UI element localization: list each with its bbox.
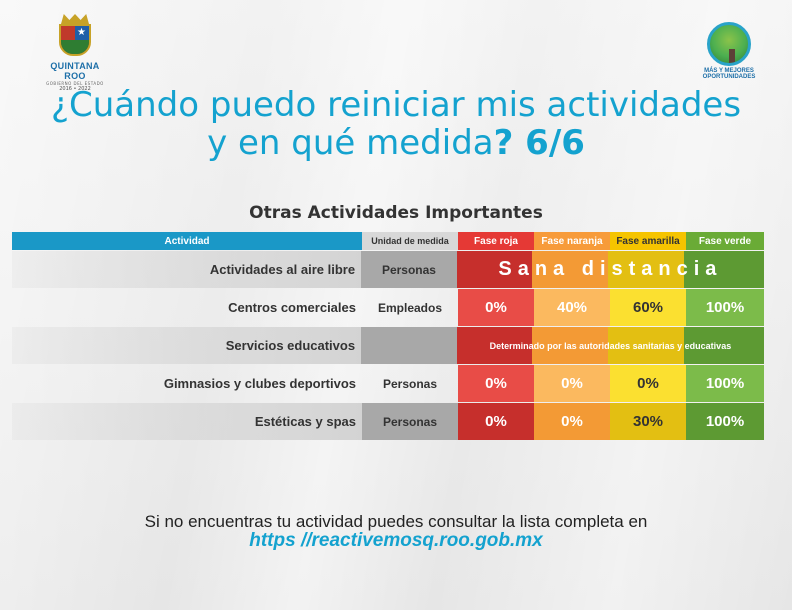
footer-link[interactable]: https //reactivemosq.roo.gob.mx [249, 530, 543, 551]
logo-slogan-2: OPORTUNIDADES [702, 74, 756, 80]
header-fase-roja: Fase roja [458, 232, 534, 250]
cell-fase-roja: 0% [458, 289, 534, 326]
cell-fase-verde: 100% [686, 403, 764, 440]
header-fase-naranja: Fase naranja [534, 232, 610, 250]
header-fase-verde: Fase verde [686, 232, 764, 250]
row-unidad: Personas [361, 251, 457, 288]
header-unidad: Unidad de medida [362, 232, 458, 250]
cell-fase-amarilla: 30% [610, 403, 686, 440]
row-unidad: Personas [382, 376, 438, 391]
cell-fase-roja: 0% [458, 365, 534, 402]
row-span-cell: Determinado por las autoridades sanitari… [456, 327, 764, 364]
quintana-roo-logo: ★ QUINTANA ROO GOBIERNO DEL ESTADO 2016 … [40, 14, 110, 92]
logo-gov: GOBIERNO DEL ESTADO [46, 81, 104, 86]
sana-distancia-label: Sana distancia [498, 258, 723, 280]
header-actividad: Actividad [12, 232, 362, 250]
row-unidad: Personas [362, 403, 458, 440]
table-title: Otras Actividades Importantes [249, 203, 543, 223]
tree-icon [707, 22, 751, 66]
table-header: Actividad Unidad de medida Fase roja Fas… [12, 232, 764, 250]
title-line-2-text: y en qué medida [207, 123, 494, 163]
table-row: Gimnasios y clubes deportivos Personas 0… [12, 365, 764, 402]
cell-fase-verde: 100% [686, 289, 764, 326]
logo-slogan-1: MÁS Y MEJORES [704, 68, 754, 74]
table-row: Actividades al aire libre Personas Sana … [12, 251, 764, 288]
title-line-1: ¿Cuándo puedo reiniciar mis actividades [50, 85, 742, 125]
row-actividad: Gimnasios y clubes deportivos [163, 376, 356, 391]
table-row: Centros comerciales Empleados 0% 40% 60%… [12, 289, 764, 326]
title-line-2: y en qué medida? 6/6 [0, 124, 792, 162]
row-actividad: Servicios educativos [12, 327, 362, 364]
cell-fase-roja: 0% [458, 403, 534, 440]
table-row: Estéticas y spas Personas 0% 0% 30% 100% [12, 403, 764, 440]
footer-text: Si no encuentras tu actividad puedes con… [144, 512, 648, 531]
table-row: Servicios educativos Determinado por las… [12, 327, 764, 364]
row-span-cell: Sana distancia [456, 251, 764, 288]
oportunidades-logo: MÁS Y MEJORES OPORTUNIDADES [698, 22, 760, 80]
cell-fase-amarilla: 0% [610, 365, 686, 402]
title-line-2-bold: ? 6/6 [493, 123, 585, 163]
page-title: ¿Cuándo puedo reiniciar mis actividades … [0, 86, 792, 162]
logo-name: QUINTANA ROO [50, 61, 100, 81]
row-unidad [361, 327, 457, 364]
coat-of-arms-icon: ★ [55, 14, 95, 58]
row-actividad: Centros comerciales [228, 300, 356, 315]
logo-years: 2016 • 2022 [59, 86, 91, 92]
row-unidad: Empleados [377, 300, 443, 315]
determinado-label: Determinado por las autoridades sanitari… [489, 340, 732, 351]
cell-fase-verde: 100% [686, 365, 764, 402]
activities-table: Actividad Unidad de medida Fase roja Fas… [12, 232, 764, 441]
row-actividad: Estéticas y spas [12, 403, 362, 440]
cell-fase-amarilla: 60% [610, 289, 686, 326]
header-fase-amarilla: Fase amarilla [610, 232, 686, 250]
row-actividad: Actividades al aire libre [12, 251, 362, 288]
cell-fase-naranja: 0% [534, 403, 610, 440]
cell-fase-naranja: 40% [534, 289, 610, 326]
cell-fase-naranja: 0% [534, 365, 610, 402]
